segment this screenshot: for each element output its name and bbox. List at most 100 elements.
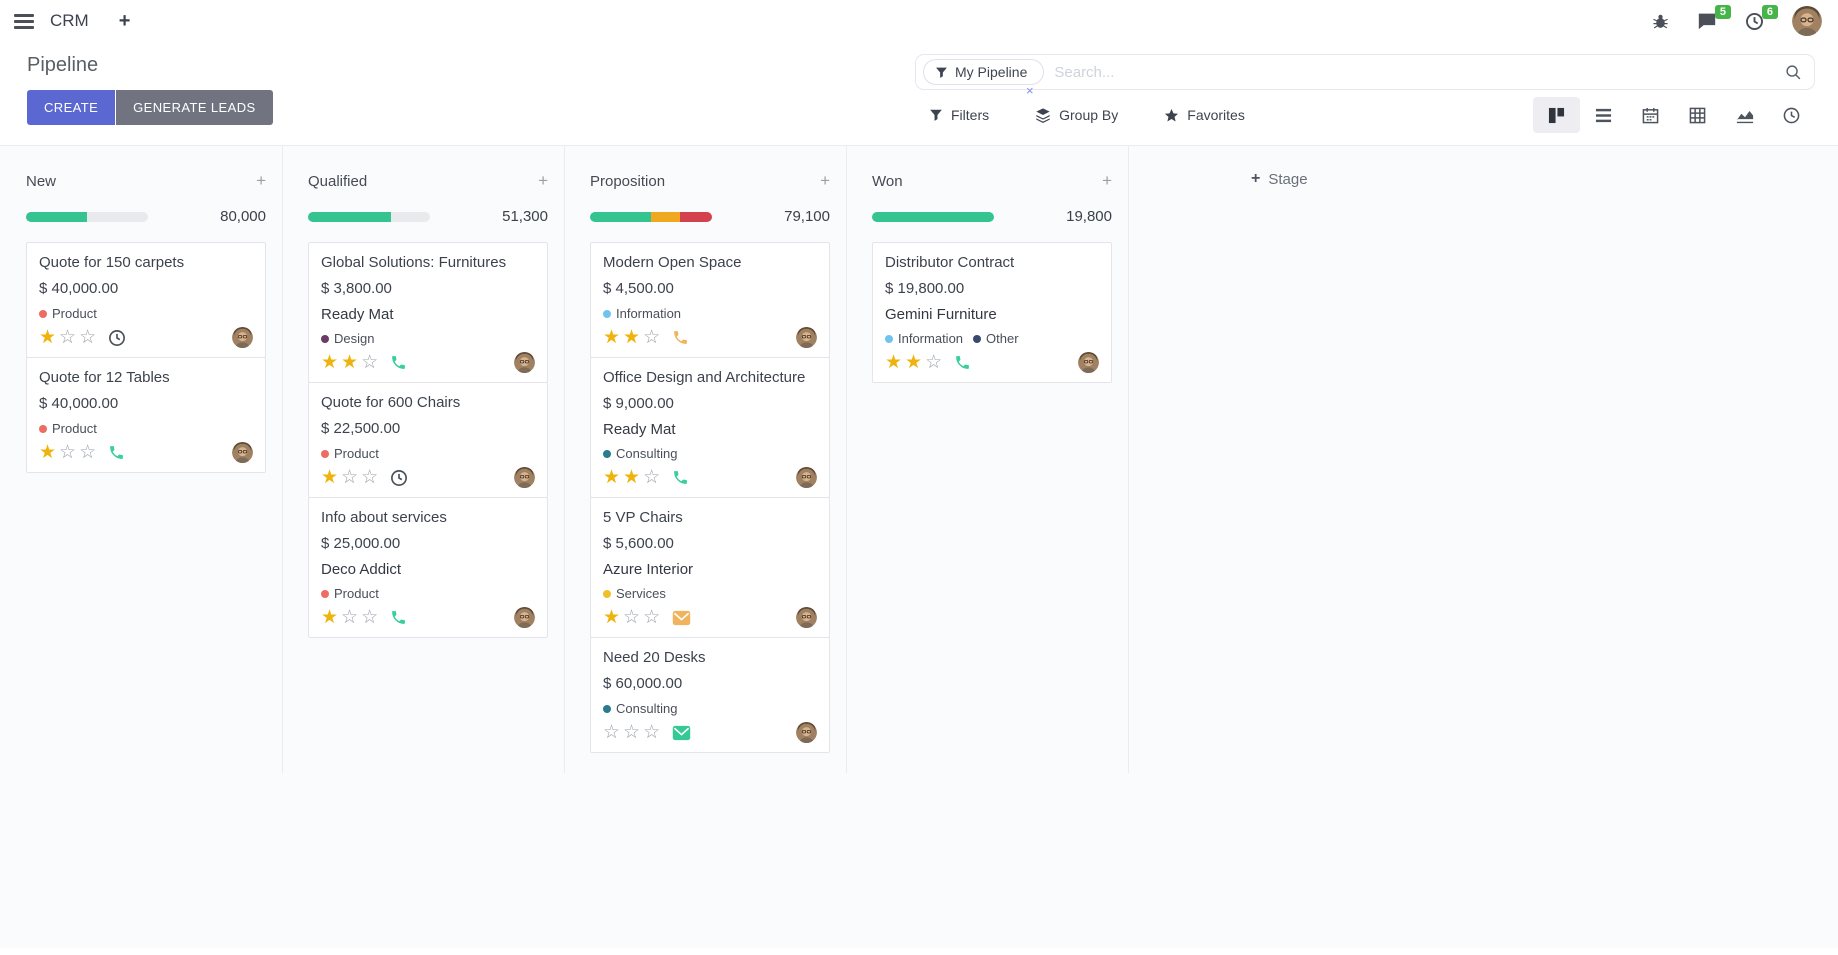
search-bar[interactable]: My Pipeline ×	[915, 54, 1815, 98]
apps-menu-icon[interactable]	[14, 11, 34, 32]
stage-quick-add-icon[interactable]: +	[820, 171, 830, 190]
activity-view-button[interactable]	[1768, 97, 1815, 133]
progress-segment-green[interactable]	[590, 211, 651, 222]
opportunity-card[interactable]: Quote for 600 Chairs $ 22,500.00 Product…	[308, 382, 548, 498]
star-filled-icon[interactable]: ★	[623, 467, 644, 488]
favorites-button[interactable]: Favorites	[1164, 107, 1245, 123]
facet-remove-icon[interactable]: ×	[1026, 83, 1034, 98]
graph-view-button[interactable]	[1721, 97, 1768, 133]
add-tab-icon[interactable]: +	[118, 9, 131, 32]
avatar[interactable]	[796, 722, 817, 743]
star-empty-icon[interactable]: ☆	[643, 607, 664, 628]
stage-quick-add-icon[interactable]: +	[538, 171, 548, 190]
opportunity-card[interactable]: Need 20 Desks $ 60,000.00 Consulting ☆☆☆	[590, 637, 830, 753]
stage-progressbar[interactable]	[872, 211, 994, 222]
priority-stars[interactable]: ★★☆	[603, 468, 663, 487]
progress-segment-green[interactable]	[26, 211, 87, 222]
avatar[interactable]	[1078, 352, 1099, 373]
priority-stars[interactable]: ★★☆	[885, 353, 945, 372]
progress-segment-green[interactable]	[308, 211, 391, 222]
star-empty-icon[interactable]: ☆	[643, 327, 664, 348]
avatar[interactable]	[796, 327, 817, 348]
messages-icon[interactable]: 5	[1697, 5, 1731, 30]
opportunity-card[interactable]: 5 VP Chairs $ 5,600.00 Azure Interior Se…	[590, 497, 830, 638]
progress-segment-red[interactable]	[680, 211, 712, 222]
star-filled-icon[interactable]: ★	[321, 467, 342, 488]
priority-stars[interactable]: ★☆☆	[321, 468, 381, 487]
opportunity-card[interactable]: Distributor Contract $ 19,800.00 Gemini …	[872, 242, 1112, 383]
envelope-activity-icon[interactable]	[672, 610, 691, 626]
priority-stars[interactable]: ★★☆	[321, 353, 381, 372]
priority-stars[interactable]: ★☆☆	[321, 608, 381, 627]
priority-stars[interactable]: ★☆☆	[39, 328, 99, 347]
star-filled-icon[interactable]: ★	[603, 467, 624, 488]
phone-activity-icon[interactable]	[390, 609, 407, 626]
avatar[interactable]	[232, 327, 253, 348]
calendar-view-button[interactable]	[1627, 97, 1674, 133]
clock-activity-icon[interactable]	[108, 329, 126, 347]
filters-button[interactable]: Filters	[929, 107, 989, 123]
star-empty-icon[interactable]: ☆	[59, 327, 80, 348]
opportunity-card[interactable]: Modern Open Space $ 4,500.00 Information…	[590, 242, 830, 358]
priority-stars[interactable]: ☆☆☆	[603, 723, 663, 742]
star-filled-icon[interactable]: ★	[905, 352, 926, 373]
phone-activity-icon[interactable]	[954, 354, 971, 371]
star-empty-icon[interactable]: ☆	[341, 607, 362, 628]
star-empty-icon[interactable]: ☆	[623, 722, 644, 743]
phone-activity-icon[interactable]	[672, 329, 689, 346]
star-empty-icon[interactable]: ☆	[79, 442, 100, 463]
star-filled-icon[interactable]: ★	[321, 607, 342, 628]
priority-stars[interactable]: ★★☆	[603, 328, 663, 347]
phone-activity-icon[interactable]	[108, 444, 125, 461]
opportunity-card[interactable]: Quote for 12 Tables $ 40,000.00 Product …	[26, 357, 266, 473]
create-button[interactable]: CREATE	[27, 90, 116, 125]
opportunity-card[interactable]: Quote for 150 carpets $ 40,000.00 Produc…	[26, 242, 266, 358]
star-filled-icon[interactable]: ★	[341, 352, 362, 373]
star-empty-icon[interactable]: ☆	[603, 722, 624, 743]
progress-segment-green[interactable]	[872, 211, 994, 222]
debug-bug-icon[interactable]	[1652, 13, 1669, 30]
phone-activity-icon[interactable]	[672, 469, 689, 486]
star-empty-icon[interactable]: ☆	[623, 607, 644, 628]
stage-progressbar[interactable]	[26, 211, 148, 222]
envelope-activity-icon[interactable]	[672, 725, 691, 741]
phone-activity-icon[interactable]	[390, 354, 407, 371]
stage-quick-add-icon[interactable]: +	[1102, 171, 1112, 190]
star-filled-icon[interactable]: ★	[603, 327, 624, 348]
avatar[interactable]	[514, 467, 535, 488]
avatar[interactable]	[796, 607, 817, 628]
avatar[interactable]	[514, 352, 535, 373]
clock-activity-icon[interactable]	[390, 469, 408, 487]
add-stage-button[interactable]: + Stage	[1251, 170, 1308, 188]
activities-clock-icon[interactable]: 6	[1745, 4, 1778, 31]
star-empty-icon[interactable]: ☆	[79, 327, 100, 348]
kanban-view-button[interactable]	[1533, 97, 1580, 133]
stage-progressbar[interactable]	[590, 211, 712, 222]
opportunity-card[interactable]: Info about services $ 25,000.00 Deco Add…	[308, 497, 548, 638]
star-filled-icon[interactable]: ★	[885, 352, 906, 373]
avatar[interactable]	[232, 442, 253, 463]
star-empty-icon[interactable]: ☆	[341, 467, 362, 488]
opportunity-card[interactable]: Global Solutions: Furnitures $ 3,800.00 …	[308, 242, 548, 383]
generate-leads-button[interactable]: GENERATE LEADS	[116, 90, 273, 125]
search-input[interactable]	[1054, 63, 1785, 81]
search-facet[interactable]: My Pipeline	[923, 59, 1045, 85]
star-empty-icon[interactable]: ☆	[361, 352, 382, 373]
avatar[interactable]	[796, 467, 817, 488]
star-empty-icon[interactable]: ☆	[643, 467, 664, 488]
avatar[interactable]	[514, 607, 535, 628]
star-filled-icon[interactable]: ★	[321, 352, 342, 373]
stage-progressbar[interactable]	[308, 211, 430, 222]
search-icon[interactable]	[1785, 64, 1802, 81]
star-empty-icon[interactable]: ☆	[643, 722, 664, 743]
progress-segment-yellow[interactable]	[651, 211, 681, 222]
stage-quick-add-icon[interactable]: +	[256, 171, 266, 190]
star-filled-icon[interactable]: ★	[39, 442, 60, 463]
priority-stars[interactable]: ★☆☆	[603, 608, 663, 627]
star-empty-icon[interactable]: ☆	[361, 607, 382, 628]
star-filled-icon[interactable]: ★	[603, 607, 624, 628]
star-filled-icon[interactable]: ★	[623, 327, 644, 348]
opportunity-card[interactable]: Office Design and Architecture $ 9,000.0…	[590, 357, 830, 498]
group-by-button[interactable]: Group By	[1035, 107, 1118, 123]
star-empty-icon[interactable]: ☆	[59, 442, 80, 463]
